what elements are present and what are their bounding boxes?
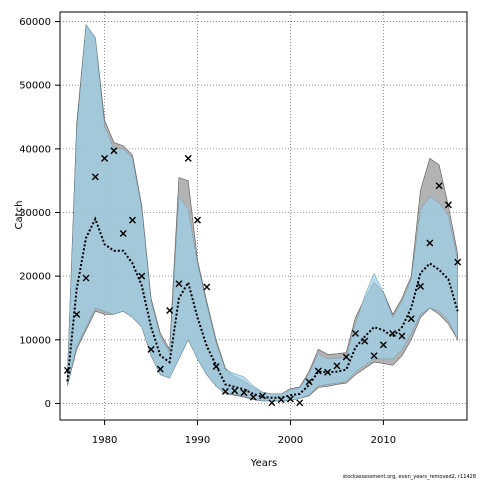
observed-point [444, 201, 452, 209]
observed-point [333, 362, 341, 370]
y-tick-label: 30000 [19, 208, 51, 219]
plot-border [59, 11, 468, 421]
observed-point [305, 378, 313, 386]
observed-point [82, 274, 90, 282]
observed-point [370, 352, 378, 360]
observed-point [342, 353, 350, 361]
observed-point [435, 182, 443, 190]
y-tick-label: 20000 [19, 272, 51, 283]
inner-confidence-band [67, 24, 458, 402]
observed-point [212, 363, 220, 371]
observed-point [63, 366, 71, 374]
observed-point [73, 310, 81, 318]
observed-point [268, 399, 276, 407]
median-line-layer [66, 216, 459, 399]
observed-points [63, 147, 462, 407]
observed-point [314, 367, 322, 375]
observed-point [259, 392, 267, 400]
observed-point [119, 230, 127, 237]
observed-point [231, 387, 239, 395]
y-tick-label: 50000 [19, 81, 51, 92]
observed-point [249, 393, 257, 401]
x-tick-label: 2010 [371, 435, 396, 446]
observed-point [240, 389, 248, 397]
observed-point [175, 280, 183, 288]
observed-point [296, 399, 304, 407]
observed-point [138, 272, 146, 280]
observed-point [184, 154, 192, 162]
y-tick-label: 10000 [19, 335, 51, 346]
axis-ticks: 1980 1990 2000 2010 0 10000 20000 30000 40000 500… [19, 17, 396, 446]
observed-point [110, 147, 118, 155]
observed-point [128, 216, 136, 224]
observed-point [417, 282, 425, 290]
observed-point [454, 258, 462, 266]
x-tick-label: 1980 [92, 435, 117, 446]
observed-point [389, 329, 397, 337]
observed-point [351, 329, 359, 337]
observed-point [324, 368, 332, 376]
x-axis-title: Years [250, 458, 277, 469]
observed-point [361, 337, 369, 345]
x-tick-label: 1990 [185, 435, 210, 446]
observed-point [286, 395, 294, 403]
y-tick-label: 0 [45, 399, 51, 410]
observed-point [166, 307, 174, 315]
observed-point [101, 154, 109, 162]
observed-point [398, 332, 406, 340]
observed-point [407, 315, 415, 323]
observed-point [203, 283, 211, 291]
observed-point [147, 345, 155, 353]
y-tick-label: 60000 [19, 17, 51, 28]
observed-point [194, 216, 202, 224]
y-axis-title: Catch [14, 201, 25, 230]
observed-point [379, 341, 387, 349]
plot-frame [59, 11, 468, 421]
caption: stockassessment.org, even_years_removed2… [343, 474, 476, 480]
observed-point [156, 365, 164, 373]
median-line [66, 216, 459, 399]
y-tick-label: 40000 [19, 144, 51, 155]
confidence-bands [67, 23, 458, 402]
observed-point [91, 173, 99, 181]
observed-point [221, 387, 229, 395]
x-tick-label: 2000 [278, 435, 303, 446]
observed-point [277, 396, 285, 404]
observed-point [426, 239, 434, 247]
